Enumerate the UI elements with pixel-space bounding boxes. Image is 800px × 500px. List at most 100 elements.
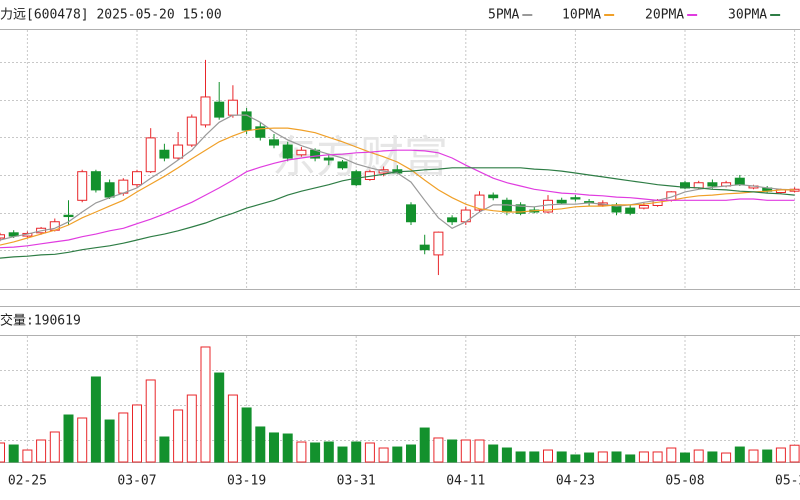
volume-bar <box>543 449 553 463</box>
volume-bar <box>63 414 74 463</box>
volume-bar <box>460 439 471 463</box>
candle-body <box>132 171 142 186</box>
volume-bar <box>49 431 60 463</box>
candle-body <box>406 204 416 223</box>
candle-body <box>556 199 567 204</box>
volume-bar <box>433 437 444 463</box>
volume-bar <box>282 433 293 463</box>
volume-bar <box>0 442 5 463</box>
volume-bar <box>501 447 512 463</box>
volume-bar <box>680 452 690 463</box>
candle-body <box>433 231 444 256</box>
candle-body <box>543 199 553 213</box>
candle-body <box>0 234 5 239</box>
volume-bar <box>214 372 225 463</box>
volume-bar <box>762 449 773 463</box>
chart-title: 力远[600478] 2025-05-20 15:00 <box>0 8 222 23</box>
candle-body <box>63 214 74 218</box>
legend-label: 30PMA <box>728 8 767 23</box>
volume-bar <box>419 427 430 463</box>
volume-bar <box>8 444 19 463</box>
volume-bar <box>721 452 732 463</box>
legend-label: 10PMA <box>562 8 601 23</box>
volume-bar <box>597 451 608 463</box>
volume-bar <box>775 447 786 463</box>
volume-bar <box>90 376 101 463</box>
volume-label: 交量:190619 <box>0 313 81 329</box>
candle-body <box>625 207 636 214</box>
volume-bar <box>652 451 663 463</box>
ma-line <box>0 149 795 249</box>
candle-body <box>323 157 334 161</box>
candle-body <box>707 182 718 187</box>
volume-bar <box>611 451 622 463</box>
candle-body <box>159 149 170 159</box>
candle-body <box>214 101 225 118</box>
volume-bar <box>186 394 197 463</box>
volume-bar <box>351 441 362 463</box>
volume-bar <box>337 446 348 463</box>
candle-body <box>241 111 252 131</box>
volume-bar <box>529 451 540 463</box>
ma-line <box>0 167 795 259</box>
volume-bar <box>556 451 567 463</box>
ma-line <box>0 127 795 246</box>
candle-body <box>638 205 649 209</box>
volume-bar <box>748 449 759 463</box>
volume-bar <box>269 432 279 463</box>
candle-body <box>680 182 690 189</box>
volume-bar <box>323 441 334 463</box>
volume-bar <box>707 451 718 463</box>
ma-line <box>0 114 795 241</box>
candle-body <box>118 179 129 194</box>
volume-bar <box>625 454 636 463</box>
candle-body <box>77 171 88 201</box>
candle-body <box>104 182 115 198</box>
volume-bar <box>584 452 595 463</box>
candle-body <box>296 149 307 156</box>
volume-bar <box>789 444 800 463</box>
candle-body <box>173 144 184 159</box>
candle-body <box>337 161 348 169</box>
volume-bar <box>77 417 88 463</box>
volume-bar <box>36 439 47 463</box>
candle-body <box>227 99 238 116</box>
volume-bar <box>118 412 129 463</box>
candle-body <box>447 217 458 223</box>
volume-bar <box>241 407 252 463</box>
volume-bar <box>570 454 581 463</box>
legend-label: 5PMA <box>488 8 519 23</box>
candle-body <box>515 204 526 214</box>
candle-body <box>145 137 156 173</box>
candle-body <box>734 177 745 186</box>
volume-bar <box>173 409 184 463</box>
x-tick-label: 04-23 <box>556 474 595 489</box>
volume-bar <box>227 394 238 463</box>
legend-label: 20PMA <box>645 8 684 23</box>
volume-bar <box>104 419 115 463</box>
candle-body <box>570 197 581 200</box>
volume-bar <box>638 451 649 463</box>
volume-bar <box>296 441 307 463</box>
candle-body <box>501 199 512 213</box>
x-tick-label: 03-19 <box>227 474 266 489</box>
x-tick-label: 05-20 <box>775 474 800 489</box>
volume-bar <box>447 439 458 463</box>
volume-bar <box>145 379 156 463</box>
volume-bar <box>159 436 170 463</box>
volume-bar <box>378 447 389 463</box>
candle-body <box>488 194 499 199</box>
volume-bar <box>255 426 266 463</box>
candle-body <box>255 126 266 138</box>
x-tick-label: 04-11 <box>446 474 485 489</box>
volume-bar <box>488 444 499 463</box>
volume-bar <box>474 439 485 463</box>
candle-body <box>419 244 430 251</box>
candle-body <box>90 171 101 191</box>
x-tick-label: 03-07 <box>117 474 156 489</box>
volume-bar <box>406 444 416 463</box>
volume-bar <box>734 446 745 463</box>
candle-body <box>8 232 19 237</box>
candle-body <box>474 194 485 211</box>
volume-bar <box>666 447 677 463</box>
